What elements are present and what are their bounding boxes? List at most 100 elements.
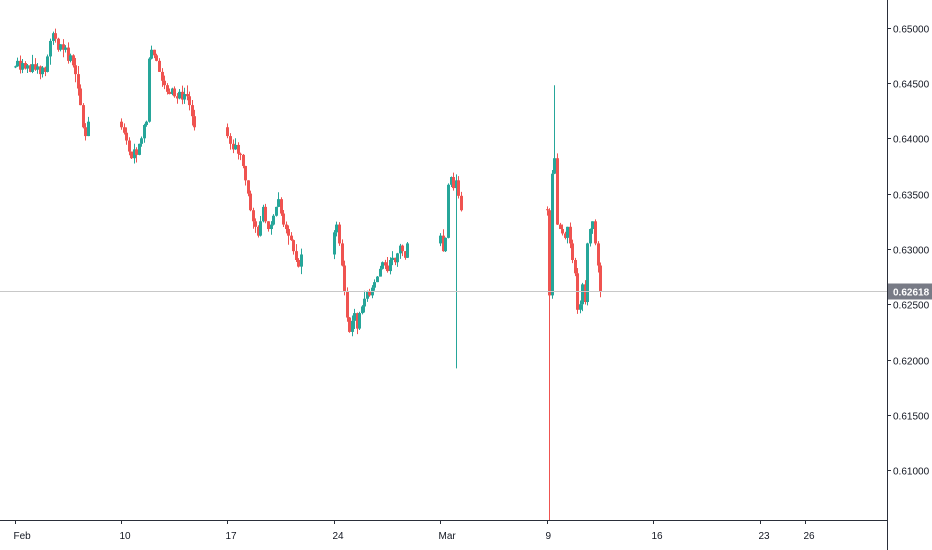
candle-body [594,221,597,244]
candle [591,221,594,234]
candle [254,218,257,233]
candle-body [125,132,128,141]
candle [52,31,55,45]
candle-body [84,127,87,137]
candle [120,118,123,130]
candle-body [335,224,338,233]
price-axis-tick-label: 0.64500 [893,80,930,91]
candle-body [41,67,44,75]
candle-body [396,253,399,263]
candle [333,230,336,260]
price-axis-tick-label: 0.62500 [893,301,930,312]
candle [239,152,242,161]
candle-body [548,210,551,296]
candle-body [188,96,191,106]
candle [295,244,298,262]
candle [226,123,229,139]
candle-body [21,63,24,70]
candle-body [226,127,229,137]
candle [21,58,24,74]
candle-body [232,143,235,150]
candle-body [44,67,47,72]
candle-body [176,96,179,99]
candle [130,151,133,159]
time-axis-tick-label: 24 [333,531,345,542]
candle [135,147,138,163]
candle [24,61,27,70]
candle [188,91,191,111]
candle [564,231,567,240]
candle-body [406,243,409,258]
candle-body [389,260,392,272]
candle-body [62,44,65,50]
candle [559,222,562,230]
candle-body [128,140,131,152]
candle [287,225,290,245]
candle-body [181,91,184,100]
candle-body [338,224,341,244]
candle [335,221,338,237]
candle [259,216,262,237]
candle-body [64,47,67,50]
candle [457,176,460,199]
candle-body [589,229,592,244]
candle-body [366,290,369,299]
candle-body [14,66,17,68]
price-axis[interactable]: 0.65000 0.64500 0.64000 0.63500 0.63000 0.625… [887,25,930,478]
candle [193,109,196,131]
candle [280,197,283,216]
time-axis[interactable]: Feb 10 17 24 Mar 9 16 23 26 [14,520,816,542]
candle [399,243,402,259]
candle-body [586,243,589,303]
candle-body [348,317,351,332]
candle-body [52,33,55,41]
candle-body [351,320,354,332]
candle-body [254,221,257,227]
candle-body [287,229,290,236]
candle [31,54,34,74]
candle-body [247,180,250,194]
candle-body [120,121,123,128]
candle-body [300,254,303,267]
candle [82,103,85,129]
candle-body [450,177,453,185]
candle [394,257,397,266]
candle-body [173,88,176,97]
candle-body [571,243,574,260]
candle-body [556,158,559,225]
candle [138,143,141,156]
candle-body [297,260,300,267]
candle [551,169,554,299]
candle-body [239,153,242,155]
candle-body [140,138,143,144]
candle-body [346,290,349,318]
candle [41,66,44,78]
candle [57,37,60,52]
candle-body [135,149,138,155]
candle [72,54,75,68]
candle [452,172,455,191]
candle-body [74,65,77,75]
candle-body [559,224,562,230]
candle [232,139,235,154]
candle [594,219,597,246]
candle [404,251,407,260]
candle [148,57,151,123]
candle-body [77,74,80,89]
candle [282,209,285,227]
candle [171,87,174,96]
candle [460,191,463,212]
candle [158,58,161,72]
candle-body [168,91,171,95]
candle [338,222,341,246]
candle [584,280,587,305]
candle-body [244,165,247,181]
candle [161,68,164,87]
candle [566,226,569,244]
candle [237,142,240,160]
candle [74,58,77,83]
candle [44,66,47,77]
candle [140,136,143,147]
